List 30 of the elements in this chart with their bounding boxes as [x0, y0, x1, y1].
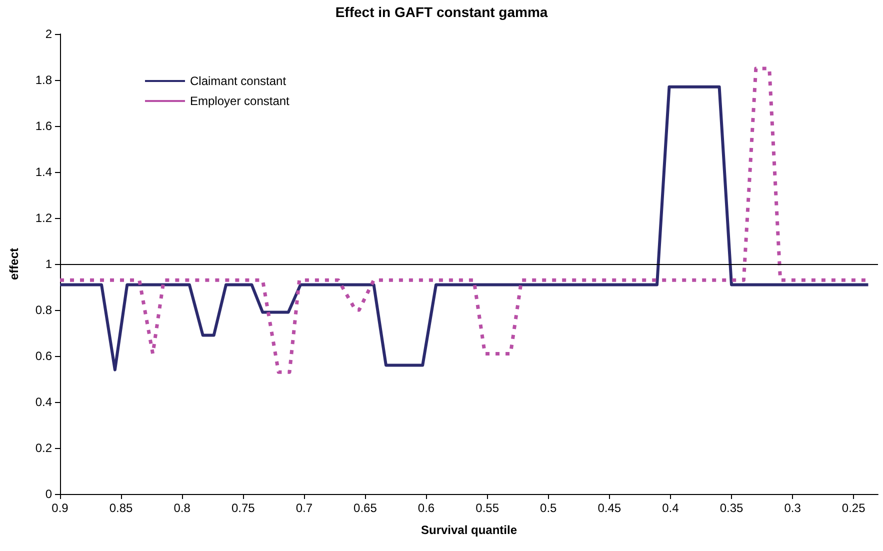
- x-tick-label: 0.65: [354, 501, 378, 515]
- y-tick-label: 0.2: [35, 441, 52, 455]
- x-tick-label: 0.7: [296, 501, 313, 515]
- x-tick-label: 0.3: [784, 501, 802, 515]
- y-tick-label: 0.6: [35, 349, 52, 363]
- y-tick-label: 0.8: [35, 303, 52, 317]
- y-tick-label: 1.6: [35, 119, 52, 133]
- x-tick-label: 0.25: [842, 501, 866, 515]
- y-tick-label: 1: [45, 257, 52, 271]
- y-tick-label: 0.4: [35, 395, 52, 409]
- x-tick-label: 0.9: [52, 501, 69, 515]
- x-tick-label: 0.75: [231, 501, 256, 515]
- x-tick-label: 0.35: [720, 501, 744, 515]
- legend-label: Claimant constant: [190, 74, 287, 88]
- x-axis-title: Survival quantile: [420, 523, 518, 537]
- y-tick-label: 2: [45, 27, 52, 41]
- y-tick-label: 1.8: [35, 73, 52, 87]
- y-tick-label: 1.2: [35, 211, 52, 225]
- y-tick-label: 1.4: [35, 165, 52, 179]
- legend-label: Employer constant: [190, 94, 290, 108]
- chart-title: Effect in GAFT constant gamma: [335, 4, 548, 20]
- x-tick-label: 0.85: [109, 501, 134, 515]
- x-tick-label: 0.5: [540, 501, 558, 515]
- x-tick-label: 0.8: [174, 501, 191, 515]
- y-axis-title: effect: [7, 248, 21, 280]
- x-tick-label: 0.4: [662, 501, 680, 515]
- x-tick-label: 0.6: [418, 501, 435, 515]
- x-tick-label: 0.45: [598, 501, 622, 515]
- x-tick-label: 0.55: [476, 501, 500, 515]
- y-tick-label: 0: [45, 487, 52, 501]
